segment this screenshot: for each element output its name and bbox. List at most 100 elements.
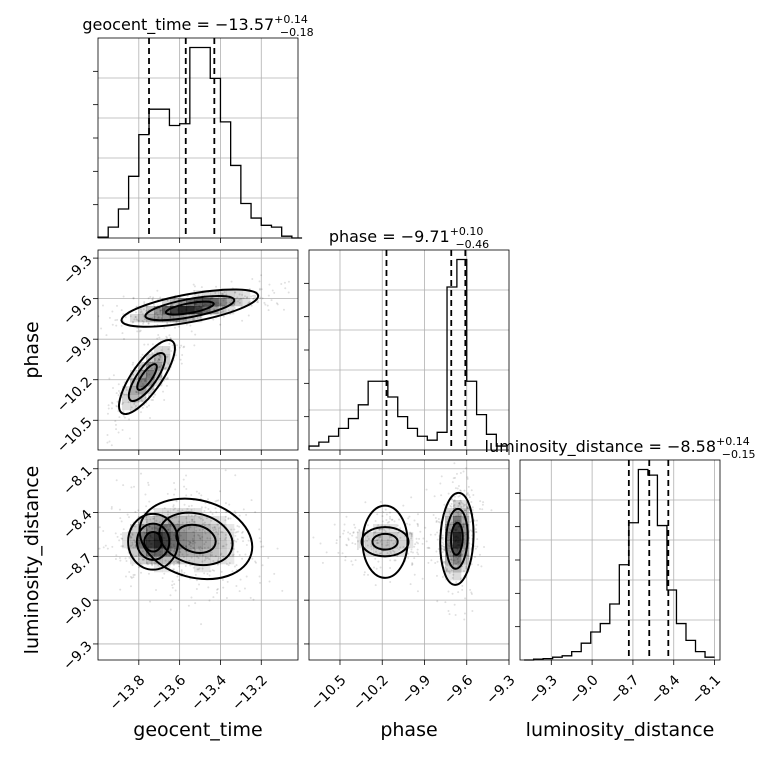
density-cell: [130, 370, 139, 379]
scatter-point: [476, 545, 479, 548]
scatter-point: [157, 354, 160, 357]
scatter-point: [132, 321, 135, 324]
scatter-point: [110, 407, 113, 410]
scatter-point: [203, 524, 206, 527]
y-phase-tick-label: −9.6: [60, 293, 95, 328]
scatter-point: [138, 367, 141, 370]
scatter-point: [452, 535, 455, 538]
scatter-point: [183, 345, 186, 348]
scatter-point: [148, 417, 151, 420]
scatter-point: [454, 487, 457, 490]
density-cell: [154, 378, 163, 387]
scatter-point: [442, 548, 445, 551]
scatter-point: [234, 291, 237, 294]
scatter-point: [231, 554, 234, 557]
scatter-point: [169, 524, 172, 527]
scatter-point: [188, 541, 191, 544]
x-phase-tick-label: −10.2: [350, 672, 392, 714]
scatter-point: [146, 561, 149, 564]
scatter-point: [227, 309, 230, 312]
scatter-point: [144, 379, 147, 382]
density-cell: [138, 548, 147, 557]
scatter-point: [457, 510, 460, 513]
scatter-point: [144, 396, 147, 399]
scatter-point: [410, 548, 413, 551]
scatter-point: [159, 355, 162, 358]
scatter-point: [111, 323, 114, 326]
scatter-point: [171, 344, 174, 347]
x-phase-tick-label: −9.6: [441, 672, 476, 707]
scatter-point: [199, 549, 202, 552]
scatter-point: [263, 301, 266, 304]
scatter-point: [224, 533, 227, 536]
scatter-point: [457, 591, 460, 594]
contour-level-0: [164, 300, 215, 316]
scatter-point: [175, 320, 178, 323]
scatter-point: [147, 363, 150, 366]
scatter-point: [478, 553, 481, 556]
scatter-point: [158, 354, 161, 357]
scatter-point: [207, 546, 210, 549]
density-cell: [162, 556, 171, 565]
scatter-point: [177, 565, 180, 568]
scatter-point: [162, 307, 165, 310]
scatter-point: [111, 402, 114, 405]
scatter-point: [456, 548, 459, 551]
scatter-point: [151, 388, 154, 391]
scatter-point: [380, 552, 383, 555]
scatter-point: [448, 613, 451, 616]
scatter-point: [458, 519, 461, 522]
scatter-point: [410, 533, 413, 536]
scatter-point: [180, 344, 183, 347]
density-cell: [154, 354, 163, 363]
scatter-point: [392, 549, 395, 552]
density-cell: [373, 540, 382, 549]
scatter-point: [462, 470, 465, 473]
scatter-point: [377, 538, 380, 541]
scatter-point: [193, 344, 196, 347]
scatter-point: [271, 289, 274, 292]
density-cell: [154, 524, 163, 533]
scatter-point: [188, 521, 191, 524]
scatter-point: [130, 577, 133, 580]
scatter-point: [469, 529, 472, 532]
density-cell: [170, 306, 179, 315]
scatter-point: [192, 318, 195, 321]
scatter-point: [158, 358, 161, 361]
density-cell: [146, 540, 155, 549]
scatter-point: [135, 318, 138, 321]
scatter-point: [168, 549, 171, 552]
scatter-point: [451, 557, 454, 560]
scatter-point: [185, 494, 188, 497]
scatter-point: [442, 536, 445, 539]
scatter-point: [122, 402, 125, 405]
scatter-point: [179, 534, 182, 537]
scatter-point: [110, 444, 113, 447]
scatter-point: [212, 529, 215, 532]
scatter-point: [379, 535, 382, 538]
scatter-point: [213, 526, 216, 529]
density-cell: [130, 394, 139, 403]
density-cell: [170, 540, 179, 549]
scatter-point: [114, 319, 117, 322]
scatter-point: [128, 437, 131, 440]
scatter-point: [165, 305, 168, 308]
scatter-point: [176, 303, 179, 306]
scatter-point: [227, 518, 230, 521]
scatter-point: [345, 515, 348, 518]
x-phase-tick-label: −10.5: [308, 672, 350, 714]
scatter-point: [455, 527, 458, 530]
scatter-point: [377, 524, 380, 527]
scatter-point: [229, 542, 232, 545]
scatter-point: [408, 532, 411, 535]
scatter-point: [319, 542, 322, 545]
scatter-point: [436, 538, 439, 541]
scatter-point: [193, 318, 196, 321]
scatter-point: [444, 566, 447, 569]
scatter-point: [376, 542, 379, 545]
scatter-point: [157, 317, 160, 320]
scatter-point: [483, 546, 486, 549]
density-cell: [146, 370, 155, 379]
scatter-point: [125, 559, 128, 562]
scatter-point: [427, 561, 430, 564]
